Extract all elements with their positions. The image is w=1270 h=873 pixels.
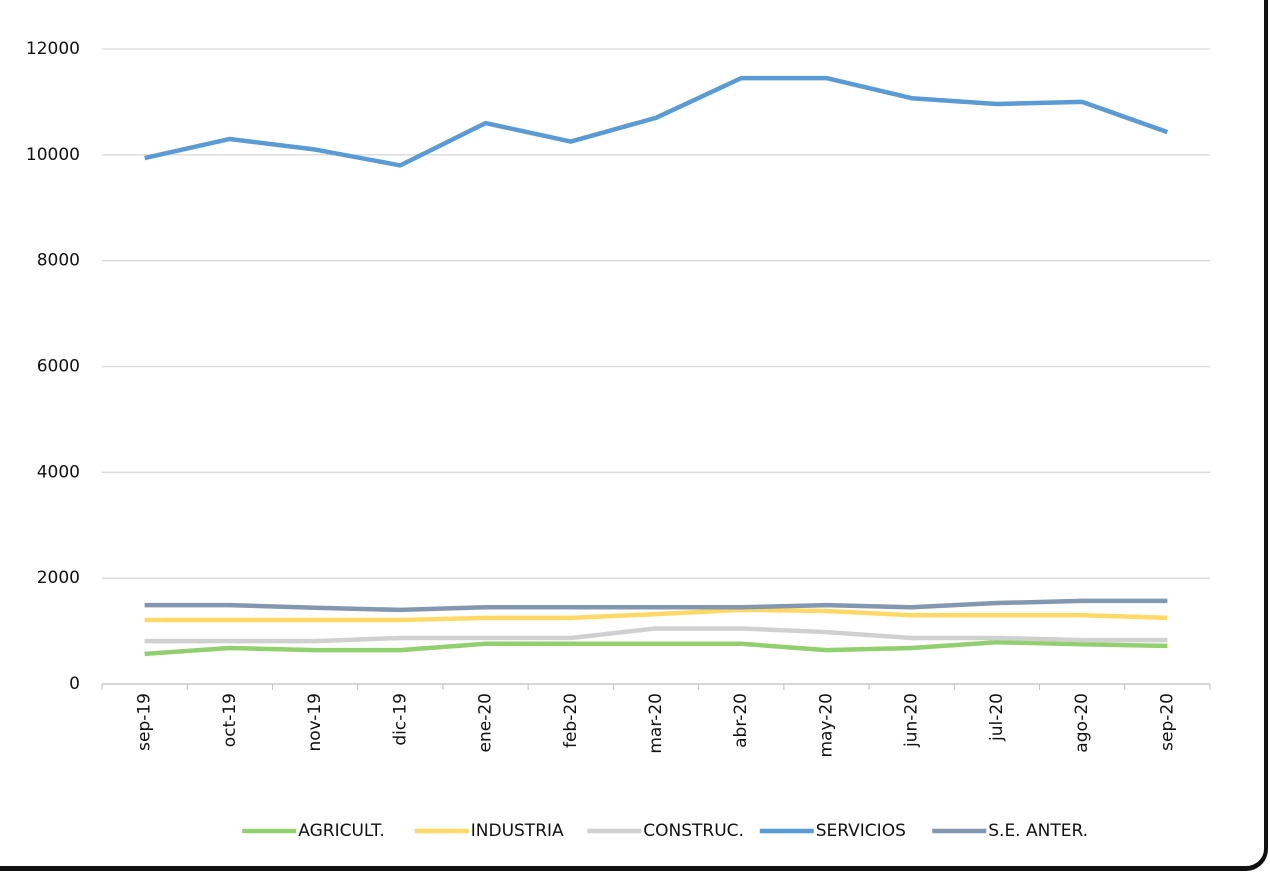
y-tick-label: 2000 (37, 568, 80, 588)
series-line (144, 598, 1168, 613)
x-tick-label: ene-20 (476, 693, 496, 752)
y-tick-label: 8000 (37, 251, 80, 271)
x-tick-label: nov-19 (305, 693, 325, 752)
y-tick-label: 10000 (26, 145, 80, 165)
x-tick-label: may-20 (816, 693, 836, 758)
x-tick-label: dic-19 (390, 693, 410, 746)
legend-label: SERVICIOS (816, 821, 906, 841)
series-line (144, 607, 1168, 623)
x-tick-label: sep-20 (1157, 693, 1177, 751)
y-tick-label: 6000 (37, 357, 80, 377)
y-tick-label: 0 (69, 674, 80, 694)
series-line (144, 75, 1169, 168)
series-line (144, 626, 1168, 644)
x-tick-label: jul-20 (987, 693, 1007, 742)
legend-label: CONSTRUC. (643, 821, 744, 841)
x-tick-label: oct-19 (220, 693, 240, 747)
y-tick-label: 4000 (37, 462, 80, 482)
x-tick-label: abr-20 (731, 693, 751, 748)
x-tick-label: mar-20 (646, 693, 666, 754)
x-tick-label: jun-20 (902, 693, 922, 748)
legend-label: AGRICULT. (298, 821, 385, 841)
x-tick-label: sep-19 (135, 693, 155, 751)
series-line (144, 639, 1168, 657)
legend-label: INDUSTRIA (471, 821, 564, 841)
x-tick-label: feb-20 (561, 693, 581, 748)
legend-label: S.E. ANTER. (988, 821, 1088, 841)
y-tick-label: 12000 (26, 39, 80, 59)
x-tick-label: ago-20 (1072, 693, 1092, 753)
